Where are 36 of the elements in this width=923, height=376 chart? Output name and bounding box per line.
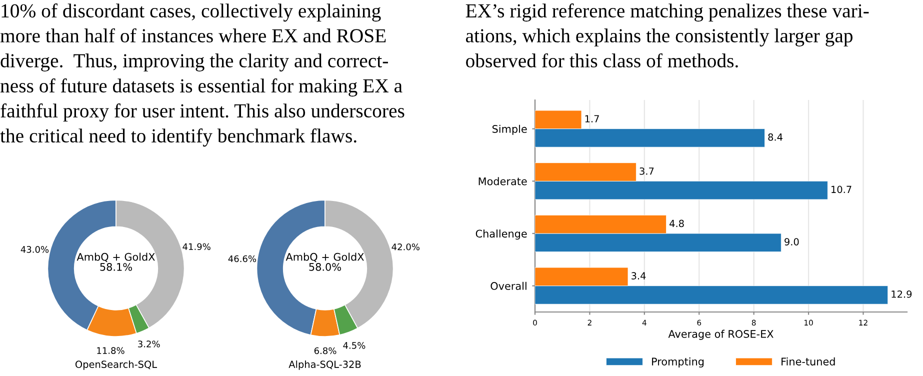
data-label: 1.7: [585, 115, 599, 122]
y-tick-label: Overall: [490, 282, 526, 290]
data-label: 43.0%: [20, 246, 49, 253]
text: diverge. Thus, improving the clarity and correct-: [0, 54, 388, 72]
text: 10% of discordant cases, collectively explaining: [2, 3, 381, 22]
text: ations, which explains the consistently larger gap: [466, 28, 853, 46]
legend-label: Fine-tuned: [782, 357, 835, 366]
data-label: 3.7: [640, 167, 654, 175]
text: OpenSearch-SQL: [75, 360, 157, 370]
data-label: 46.6%: [228, 255, 256, 262]
y-tick-label: Challenge: [476, 230, 527, 240]
data-label: 42.0%: [392, 243, 420, 250]
text: more than half of instances where EX and ROSE: [0, 28, 386, 42]
data-label: 11.8%: [97, 347, 124, 354]
data-label: 3.2%: [138, 340, 160, 348]
text: faithful proxy for user intent. This also underscores: [0, 103, 404, 122]
text: the critical need to identify benchmark flaws.: [0, 128, 356, 147]
data-label: 4.8: [670, 220, 684, 228]
y-tick-label: Moderate: [478, 177, 527, 186]
data-label: 12.9: [892, 290, 912, 298]
data-label: 8.4: [768, 133, 782, 141]
data-label: 9.0: [784, 238, 799, 246]
legend-label: Prompting: [652, 357, 704, 368]
text: AmbQ + GoldX 58.1%: [76, 252, 155, 271]
data-label: 41.9%: [182, 243, 210, 250]
text: observed for this class of methods.: [466, 53, 738, 68]
text: ness of future datasets is essential for making EX a: [0, 78, 402, 97]
data-label: 4.5%: [343, 342, 366, 349]
data-label: 10.7: [832, 186, 852, 194]
data-label: 6.8%: [314, 347, 336, 354]
text: EX’s rigid reference matching penalizes these vari-: [466, 3, 869, 22]
x-axis-title: Average of ROSE-EX: [668, 330, 774, 340]
y-tick-label: Simple: [492, 124, 527, 135]
text: Alpha-SQL-32B: [288, 360, 361, 370]
data-label: 3.4: [632, 272, 646, 280]
text: AmbQ + GoldX 58.0%: [286, 252, 364, 271]
